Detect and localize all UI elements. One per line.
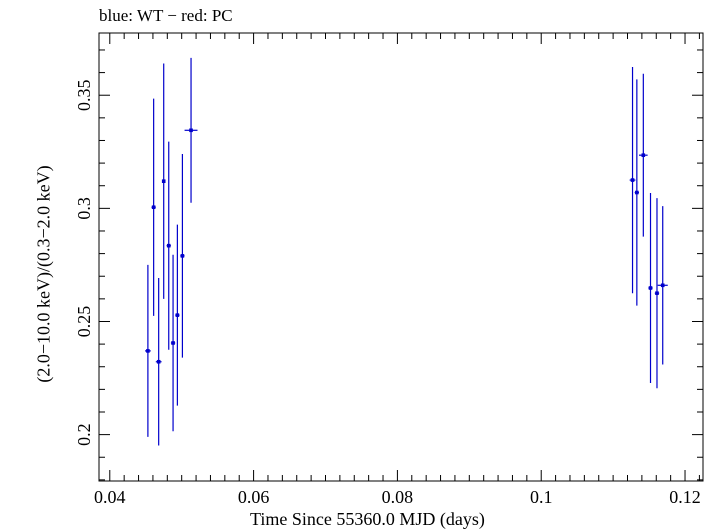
x-tick-label: 0.08 xyxy=(382,487,414,507)
data-point xyxy=(648,192,653,384)
y-tick-label: 0.25 xyxy=(74,306,94,338)
data-point xyxy=(155,278,162,446)
data-point xyxy=(639,73,648,237)
y-axis-label: (2.0−10.0 keV)/(0.3−2.0 keV) xyxy=(33,165,54,383)
y-tick-label: 0.3 xyxy=(74,197,94,220)
point-marker xyxy=(635,190,639,195)
x-tick-label: 0.1 xyxy=(530,487,553,507)
data-point xyxy=(657,206,668,365)
data-points xyxy=(145,57,668,446)
data-point xyxy=(175,224,180,406)
point-marker xyxy=(630,178,635,182)
data-point xyxy=(180,154,185,358)
plot-frame xyxy=(98,32,704,482)
y-tick-label: 0.35 xyxy=(74,79,94,111)
data-point xyxy=(161,63,166,299)
data-point xyxy=(151,98,156,316)
x-tick-label: 0.12 xyxy=(669,487,701,507)
point-marker xyxy=(161,179,166,184)
x-tick-label: 0.06 xyxy=(238,487,270,507)
data-point xyxy=(634,79,640,306)
chart-title: blue: WT − red: PC xyxy=(99,6,233,25)
point-marker xyxy=(156,359,161,364)
point-marker xyxy=(151,205,156,210)
point-marker xyxy=(655,291,659,296)
point-marker xyxy=(648,286,653,290)
point-marker xyxy=(175,313,180,317)
y-tick-label: 0.2 xyxy=(74,423,94,446)
data-point xyxy=(629,66,636,294)
point-marker xyxy=(180,254,185,258)
data-point xyxy=(170,254,176,432)
point-marker xyxy=(189,128,193,133)
data-point xyxy=(184,57,198,203)
x-axis-label: Time Since 55360.0 MJD (days) xyxy=(250,509,485,529)
data-point xyxy=(145,264,151,437)
x-tick-label: 0.04 xyxy=(94,487,126,507)
point-marker xyxy=(660,283,665,288)
data-point xyxy=(166,141,171,350)
point-marker xyxy=(146,349,150,353)
point-marker xyxy=(166,243,171,248)
point-marker xyxy=(171,341,175,345)
point-marker xyxy=(641,153,646,157)
axis-ticks: 0.04 0.06 0.08 0.1 0.12 0.2 0.25 0.3 0.35 xyxy=(74,33,703,507)
data-point xyxy=(654,198,660,389)
